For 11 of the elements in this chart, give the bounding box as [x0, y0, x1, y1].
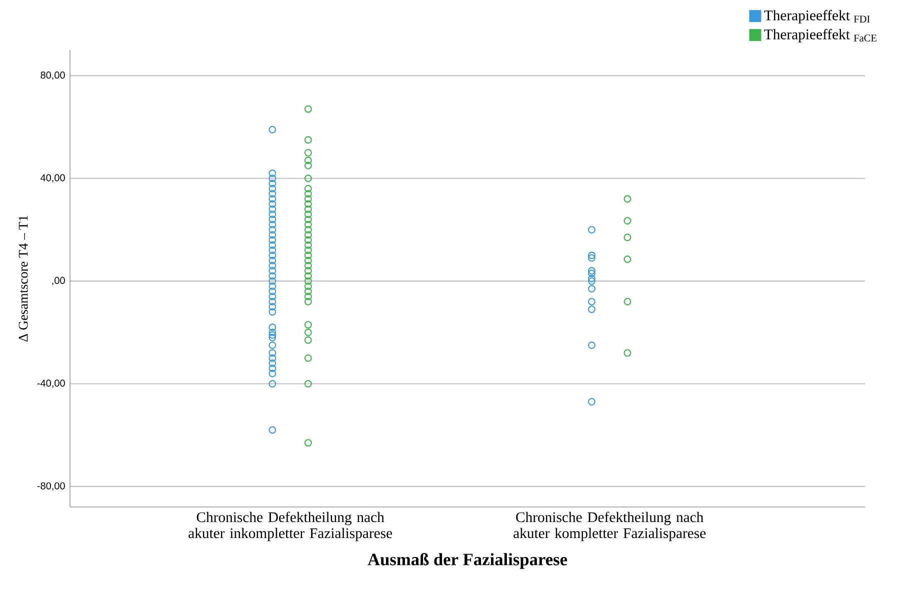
y-tick-label: 40,00 [40, 174, 65, 182]
legend-label: Therapieeffekt $_{FDI}$ [764, 10, 870, 24]
y-axis-title: Δ Gesamtscore T4 – T1 [18, 216, 28, 342]
y-tick-label: ,00 [52, 276, 65, 286]
x-tick-label: Chronische Defektheilung nach akuter inkompletter Fazialisparese [188, 512, 392, 542]
y-tick-label: -80,00 [37, 482, 65, 491]
y-tick-label: 80,00 [40, 72, 65, 80]
x-axis-title: Ausmaß der Fazialisparese [368, 552, 568, 569]
y-tick-label: -40,00 [37, 380, 65, 388]
x-tick-label: Chronische Defektheilung nach akuter kompletter Fazialisparese [514, 512, 706, 542]
legend-label: Therapieeffekt $_{FaCE}$ [764, 28, 876, 42]
